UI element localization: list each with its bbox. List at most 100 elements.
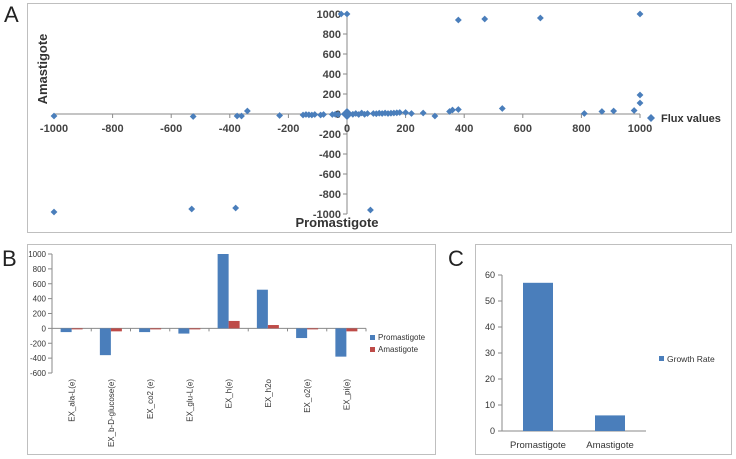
data-point (408, 110, 415, 117)
bar-chart-b: 1000 800 600 400 200 0 -200 -400 -600 EX_ala-L(e)… (28, 250, 425, 447)
y-tick-label: -600 (319, 169, 341, 181)
bar-promastigote (335, 328, 347, 357)
data-point (536, 14, 544, 22)
y-tick-label: 0 (42, 324, 47, 333)
x-tick-label: 0 (344, 123, 350, 135)
x-tick-label: -800 (102, 123, 124, 135)
data-point (636, 10, 644, 18)
y-tick-label: 60 (485, 270, 495, 280)
data-point (431, 112, 439, 120)
bar-promastigote (60, 328, 72, 333)
data-point (498, 105, 506, 112)
data-point (364, 110, 371, 117)
legend-marker (659, 356, 664, 361)
x-tick-label: EX_b-D-glucose(e) (107, 379, 116, 447)
data-point (243, 107, 251, 115)
x-tick-label: EX_h2o (264, 378, 273, 407)
bar-amastigote (110, 328, 122, 332)
y-tick-label: 0 (490, 426, 495, 436)
y-tick-label: 20 (485, 374, 495, 384)
x-tick-label: -400 (219, 123, 241, 135)
legend-label: Growth Rate (667, 354, 715, 364)
y-tick-label: 200 (33, 310, 47, 319)
legend-label: Flux values (661, 113, 721, 125)
chart-a-frame: -1000 -800 -600 -400 -200 0 200 400 600 800 1000 10… (27, 3, 732, 233)
data-point (580, 110, 588, 117)
y-tick-label: 400 (323, 69, 341, 81)
data-point (419, 109, 427, 117)
data-point (311, 111, 319, 118)
data-point (189, 113, 197, 120)
bar-amastigote (189, 328, 201, 330)
data-point (50, 208, 58, 216)
bar-promastigote (256, 289, 268, 329)
data-point (610, 107, 618, 115)
bar-amastigote (228, 320, 240, 329)
bar-amastigote (307, 328, 319, 330)
bar-amastigote (71, 328, 83, 330)
x-tick-label: 200 (396, 123, 414, 135)
data-point (630, 107, 638, 114)
x-tick-label: EX_o2(e) (303, 379, 312, 413)
chart-b-frame: 1000 800 600 400 200 0 -200 -400 -600 EX_ala-L(e)… (27, 244, 436, 455)
data-point (233, 112, 241, 120)
x-tick-label: 600 (514, 123, 532, 135)
panel-label-c: C (448, 246, 464, 271)
bar-promastigote (296, 328, 308, 339)
y-tick-label: 50 (485, 296, 495, 306)
legend-label: Amastigote (378, 345, 419, 354)
data-point (232, 204, 240, 212)
data-point (337, 10, 345, 18)
legend-marker (370, 347, 375, 352)
y-tick-label: 800 (323, 29, 341, 41)
data-point (50, 112, 58, 120)
data-point (396, 109, 404, 116)
panel-label-b: B (2, 246, 17, 271)
data-point (334, 111, 342, 118)
data-point (320, 111, 327, 118)
y-tick-label: 30 (485, 348, 495, 358)
y-tick-label: 600 (33, 280, 47, 289)
y-tick-label: 1000 (28, 250, 46, 259)
data-point (367, 206, 374, 214)
data-point (636, 91, 644, 99)
bar-promastigote (217, 254, 229, 329)
x-tick-label: -600 (160, 123, 182, 135)
y-tick-label: -400 (30, 354, 47, 363)
data-point (317, 111, 325, 119)
y-tick-label: 400 (33, 295, 47, 304)
x-tick-label: EX_pi(e) (342, 379, 351, 410)
y-tick-label: -800 (319, 189, 341, 201)
data-point (238, 112, 245, 120)
x-tick-label: 1000 (628, 123, 652, 135)
bar-promastigote (99, 328, 111, 356)
bar-growth-rate (595, 415, 625, 431)
data-point (598, 108, 606, 115)
data-point (349, 110, 357, 118)
data-point (341, 108, 353, 120)
y-tick-label: 800 (33, 265, 47, 274)
x-tick-label: EX_h(e) (225, 379, 234, 409)
x-tick-label: EX_co2 (e) (146, 379, 155, 419)
data-point (361, 110, 368, 118)
y-tick-label: -1000 (313, 209, 341, 221)
data-point (188, 205, 196, 213)
data-point (276, 112, 284, 119)
y-tick-label: -200 (30, 339, 47, 348)
x-tick-label: EX_glu-L(e) (185, 379, 194, 422)
bar-growth-rate (523, 282, 553, 431)
data-point (402, 109, 409, 116)
chart-c-frame: 60 50 40 30 20 10 0 Promastigote Amastigote Growt… (475, 244, 732, 455)
x-tick-label: EX_ala-L(e) (68, 379, 77, 422)
x-tick-label: -200 (277, 123, 299, 135)
bar-amastigote (150, 328, 162, 330)
data-point (481, 15, 489, 23)
bar-amastigote (346, 328, 358, 332)
bar-promastigote (139, 328, 151, 333)
bar-promastigote (178, 328, 190, 334)
x-tick-label: Amastigote (586, 440, 634, 451)
y-tick-label: -200 (319, 129, 341, 141)
y-tick-label: 10 (485, 400, 495, 410)
data-point (343, 10, 351, 18)
x-axis-title: Promastigote (295, 215, 378, 230)
